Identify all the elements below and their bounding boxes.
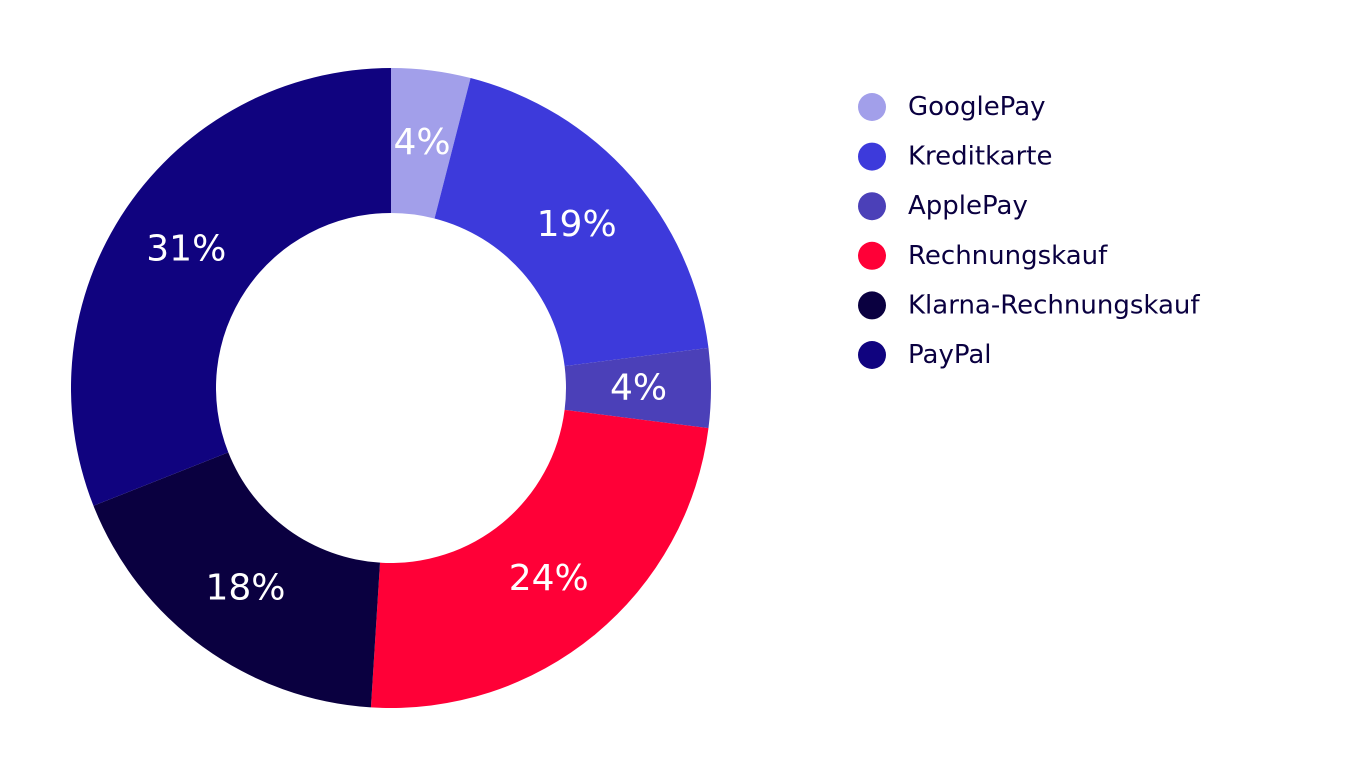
legend-swatch [858, 192, 886, 221]
donut-slice [370, 409, 709, 708]
data-label: 18% [206, 568, 286, 609]
data-label: 19% [537, 204, 617, 245]
donut-slice [70, 68, 392, 506]
donut-slice [434, 78, 709, 367]
legend-swatch [858, 341, 886, 369]
legend-swatch [858, 241, 886, 270]
legend-label: Kreditkarte [908, 142, 1053, 172]
legend-label: Klarna-Rechnungskauf [908, 290, 1200, 320]
data-label: 4% [393, 122, 450, 163]
donut-slice [93, 452, 381, 708]
legend-swatch [858, 93, 886, 121]
legend-swatch [858, 291, 886, 320]
legend-label: PayPal [908, 340, 992, 370]
data-label: 24% [509, 558, 589, 599]
donut-slice [391, 68, 471, 219]
donut-slice [564, 347, 711, 429]
legend-label: ApplePay [908, 191, 1028, 221]
data-label: 4% [610, 368, 667, 409]
legend-label: GooglePay [908, 92, 1046, 122]
legend-swatch [858, 142, 886, 171]
data-label: 31% [146, 228, 226, 269]
legend-label: Rechnungskauf [908, 241, 1108, 271]
